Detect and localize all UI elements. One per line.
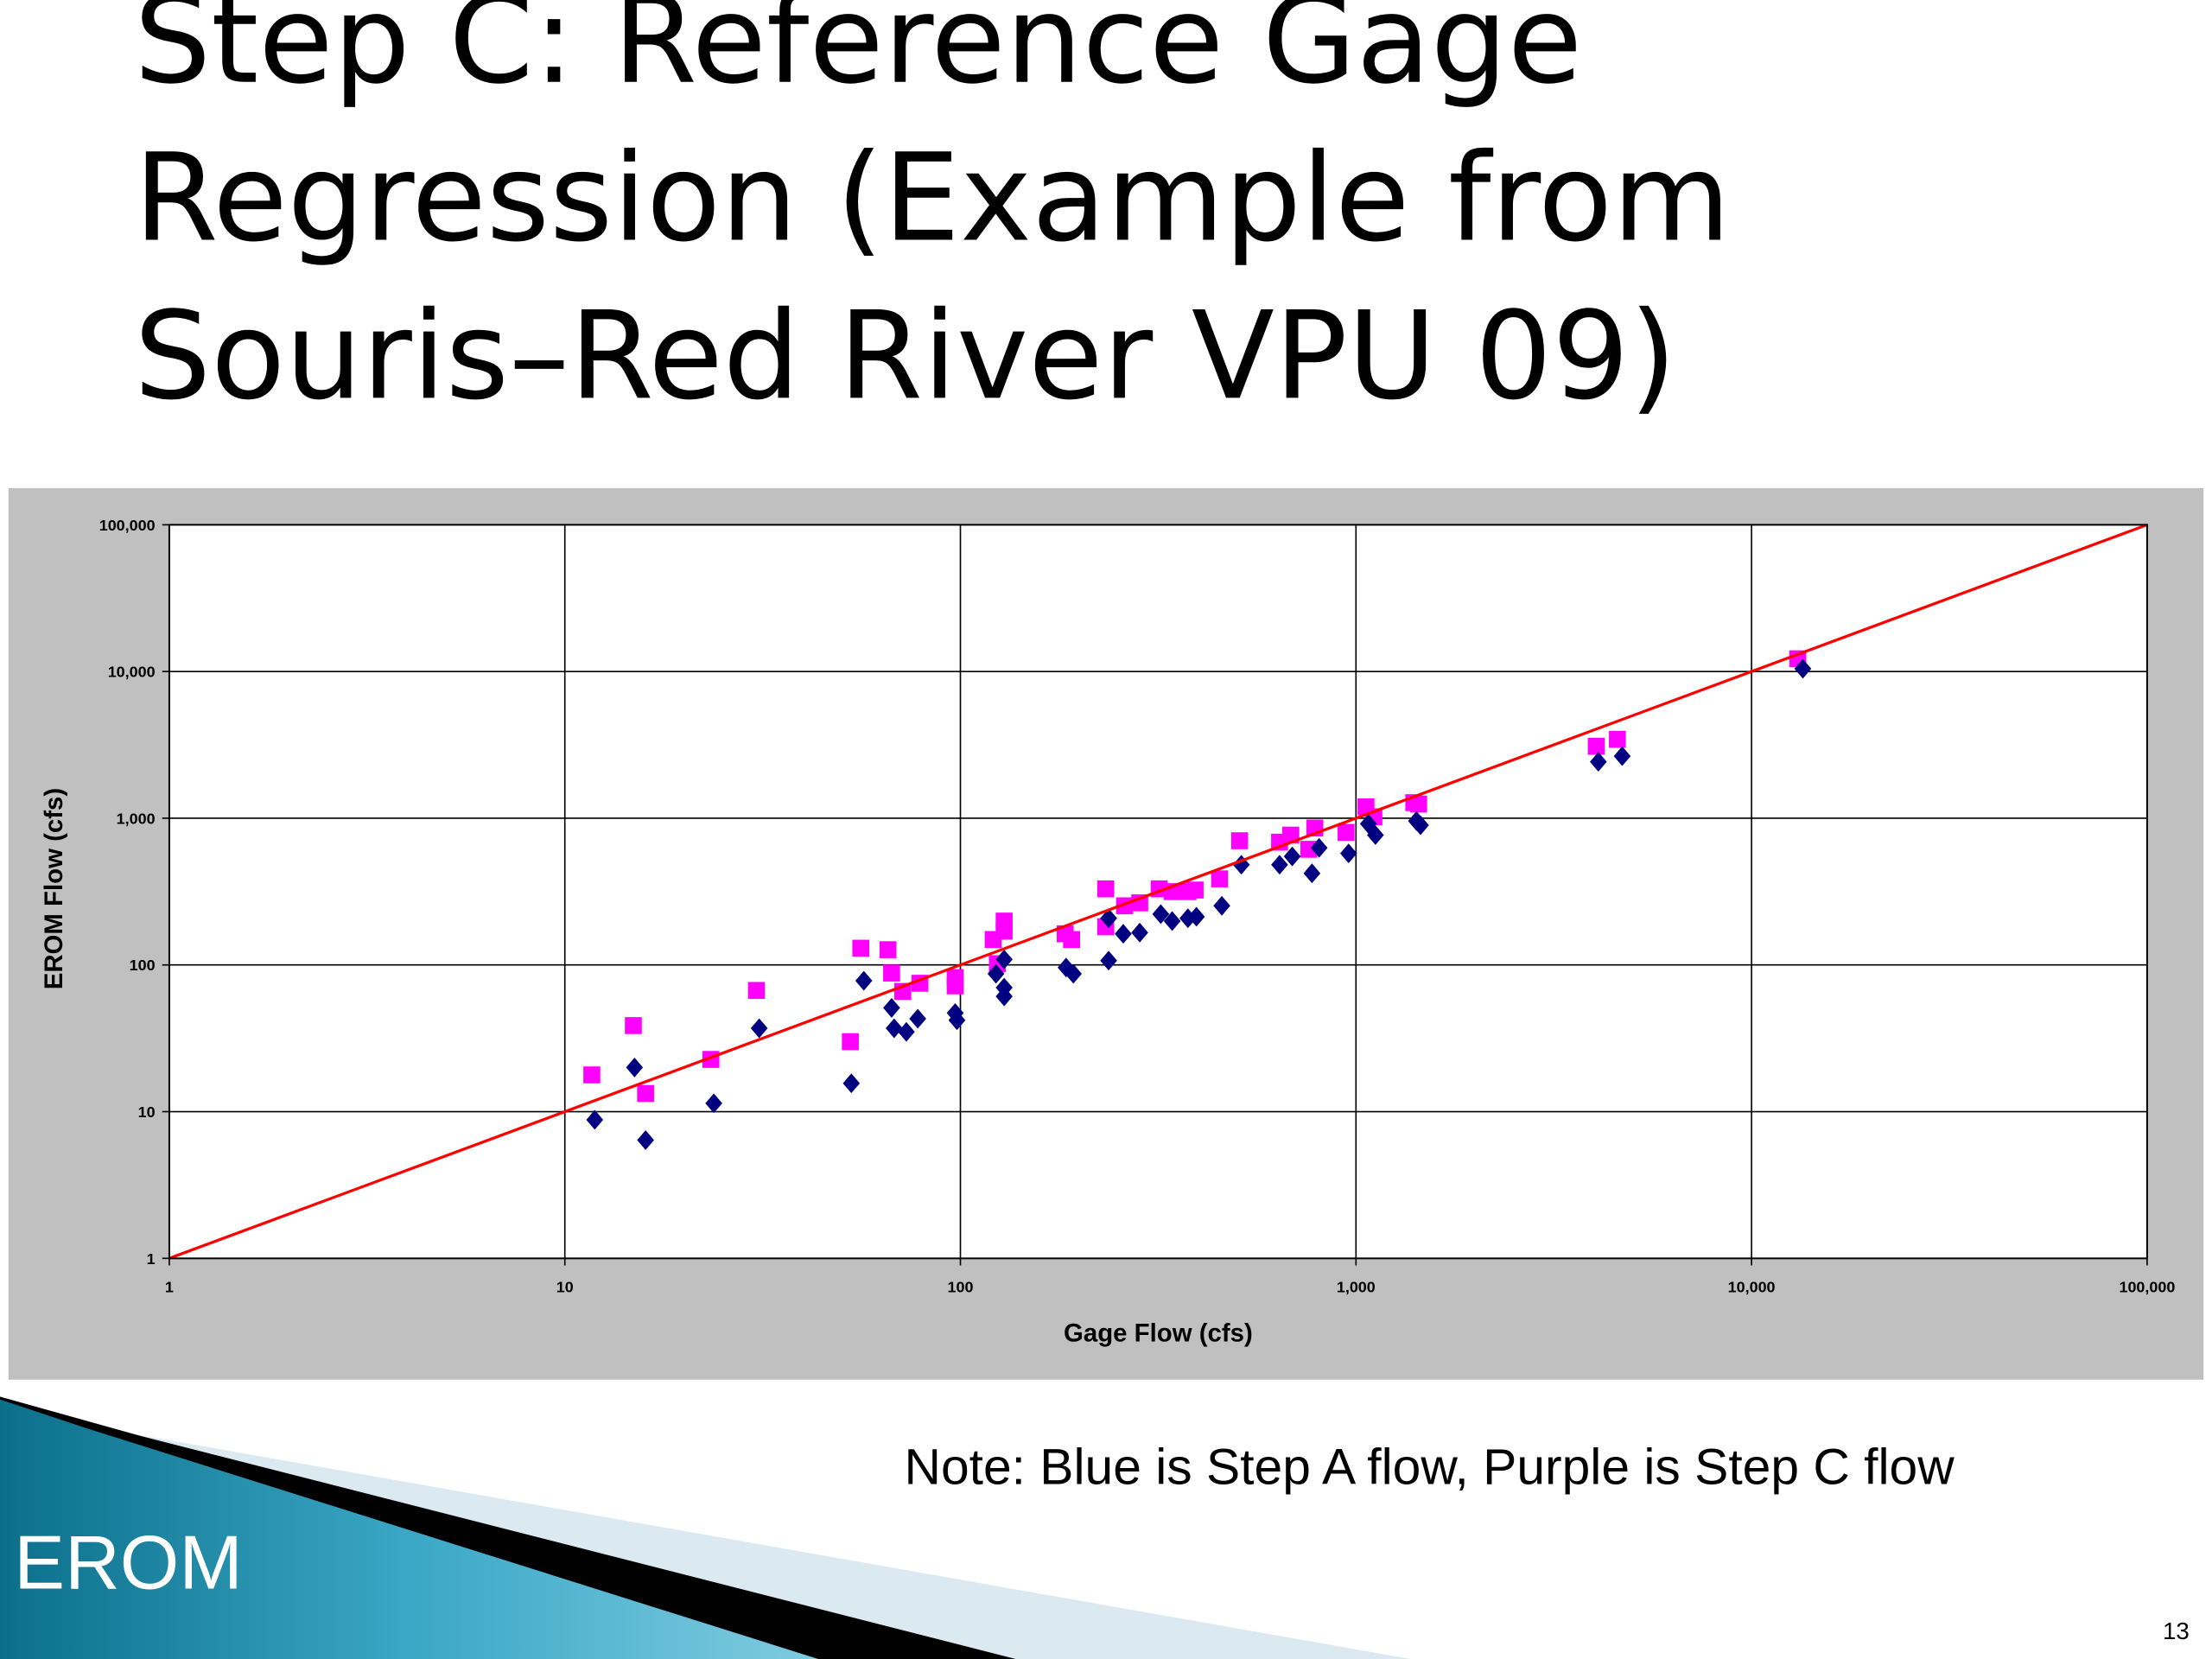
slide-title-line: Regression (Example from [134, 129, 1731, 270]
data-point [1300, 841, 1318, 858]
data-point [1590, 752, 1607, 772]
data-point [1211, 870, 1229, 887]
decor-band [0, 1399, 818, 1659]
data-point [948, 1010, 966, 1031]
footer-label: EROM [14, 1519, 242, 1605]
plot: 1 10 100 1,000 10,000 100,000 1 10 100 1,000 10,00… [99, 517, 2176, 1296]
x-tick-label: 1,000 [1337, 1279, 1376, 1296]
slide-title-line: Souris–Red River VPU 09) [134, 286, 1676, 427]
data-point [842, 1073, 861, 1094]
x-tick-label: 10,000 [1728, 1279, 1776, 1296]
data-point [883, 997, 900, 1018]
data-point [1794, 658, 1812, 679]
data-point [583, 1066, 601, 1084]
data-point [995, 922, 1013, 940]
data-point [946, 977, 964, 995]
data-point [1230, 832, 1249, 849]
data-point [1187, 906, 1205, 927]
data-point [842, 1033, 859, 1051]
y-axis-title: EROM Flow (cfs) [40, 788, 68, 989]
y-tick-label: 100,000 [99, 517, 156, 534]
x-tick-label: 1 [165, 1279, 174, 1296]
data-point [586, 1109, 604, 1130]
slide-title-line: Step C: Reference Gage [134, 0, 1582, 111]
note: Note: Blue is Step A flow, Purple is Ste… [905, 1440, 1955, 1496]
data-point [1163, 911, 1181, 931]
data-point [1587, 737, 1605, 755]
data-point [1310, 837, 1328, 858]
data-point [1303, 863, 1321, 884]
data-point [1063, 931, 1080, 949]
data-point [637, 1084, 654, 1103]
data-point [883, 964, 900, 982]
data-point [1271, 855, 1288, 875]
data-point [886, 1018, 903, 1039]
plot-border [168, 524, 2148, 1260]
data-point [1115, 924, 1132, 944]
data-point [1213, 895, 1230, 916]
y-tick-label: 1 [147, 1250, 156, 1268]
data-point [625, 1017, 642, 1034]
data-point [1096, 880, 1115, 898]
data-point [1339, 843, 1357, 864]
data-point [898, 1021, 915, 1042]
x-tick-label: 10 [556, 1279, 574, 1296]
y-tick-label: 10 [138, 1103, 156, 1121]
data-point [1186, 881, 1204, 899]
y-tick-label: 1,000 [117, 810, 156, 827]
line [168, 523, 2148, 1260]
x-tick-label: 100,000 [2119, 1279, 2175, 1296]
data-point [1367, 825, 1384, 845]
data-point [750, 1018, 768, 1039]
y-tick-label: 100 [130, 957, 156, 974]
data-point [1609, 730, 1626, 748]
y-tick-label: 10,000 [108, 664, 156, 681]
x-tick-label: 100 [948, 1279, 974, 1296]
data-point [1100, 950, 1117, 971]
data-point [879, 941, 897, 958]
data-point [1613, 746, 1631, 766]
page-number: 13 [2163, 1618, 2190, 1644]
data-point [1412, 815, 1429, 836]
data-point [1338, 823, 1355, 842]
data-point [1410, 795, 1427, 813]
data-point [747, 982, 766, 1000]
data-point [1131, 922, 1148, 943]
x-axis-title: Gage Flow (cfs) [1064, 1319, 1253, 1348]
data-point [852, 939, 870, 957]
